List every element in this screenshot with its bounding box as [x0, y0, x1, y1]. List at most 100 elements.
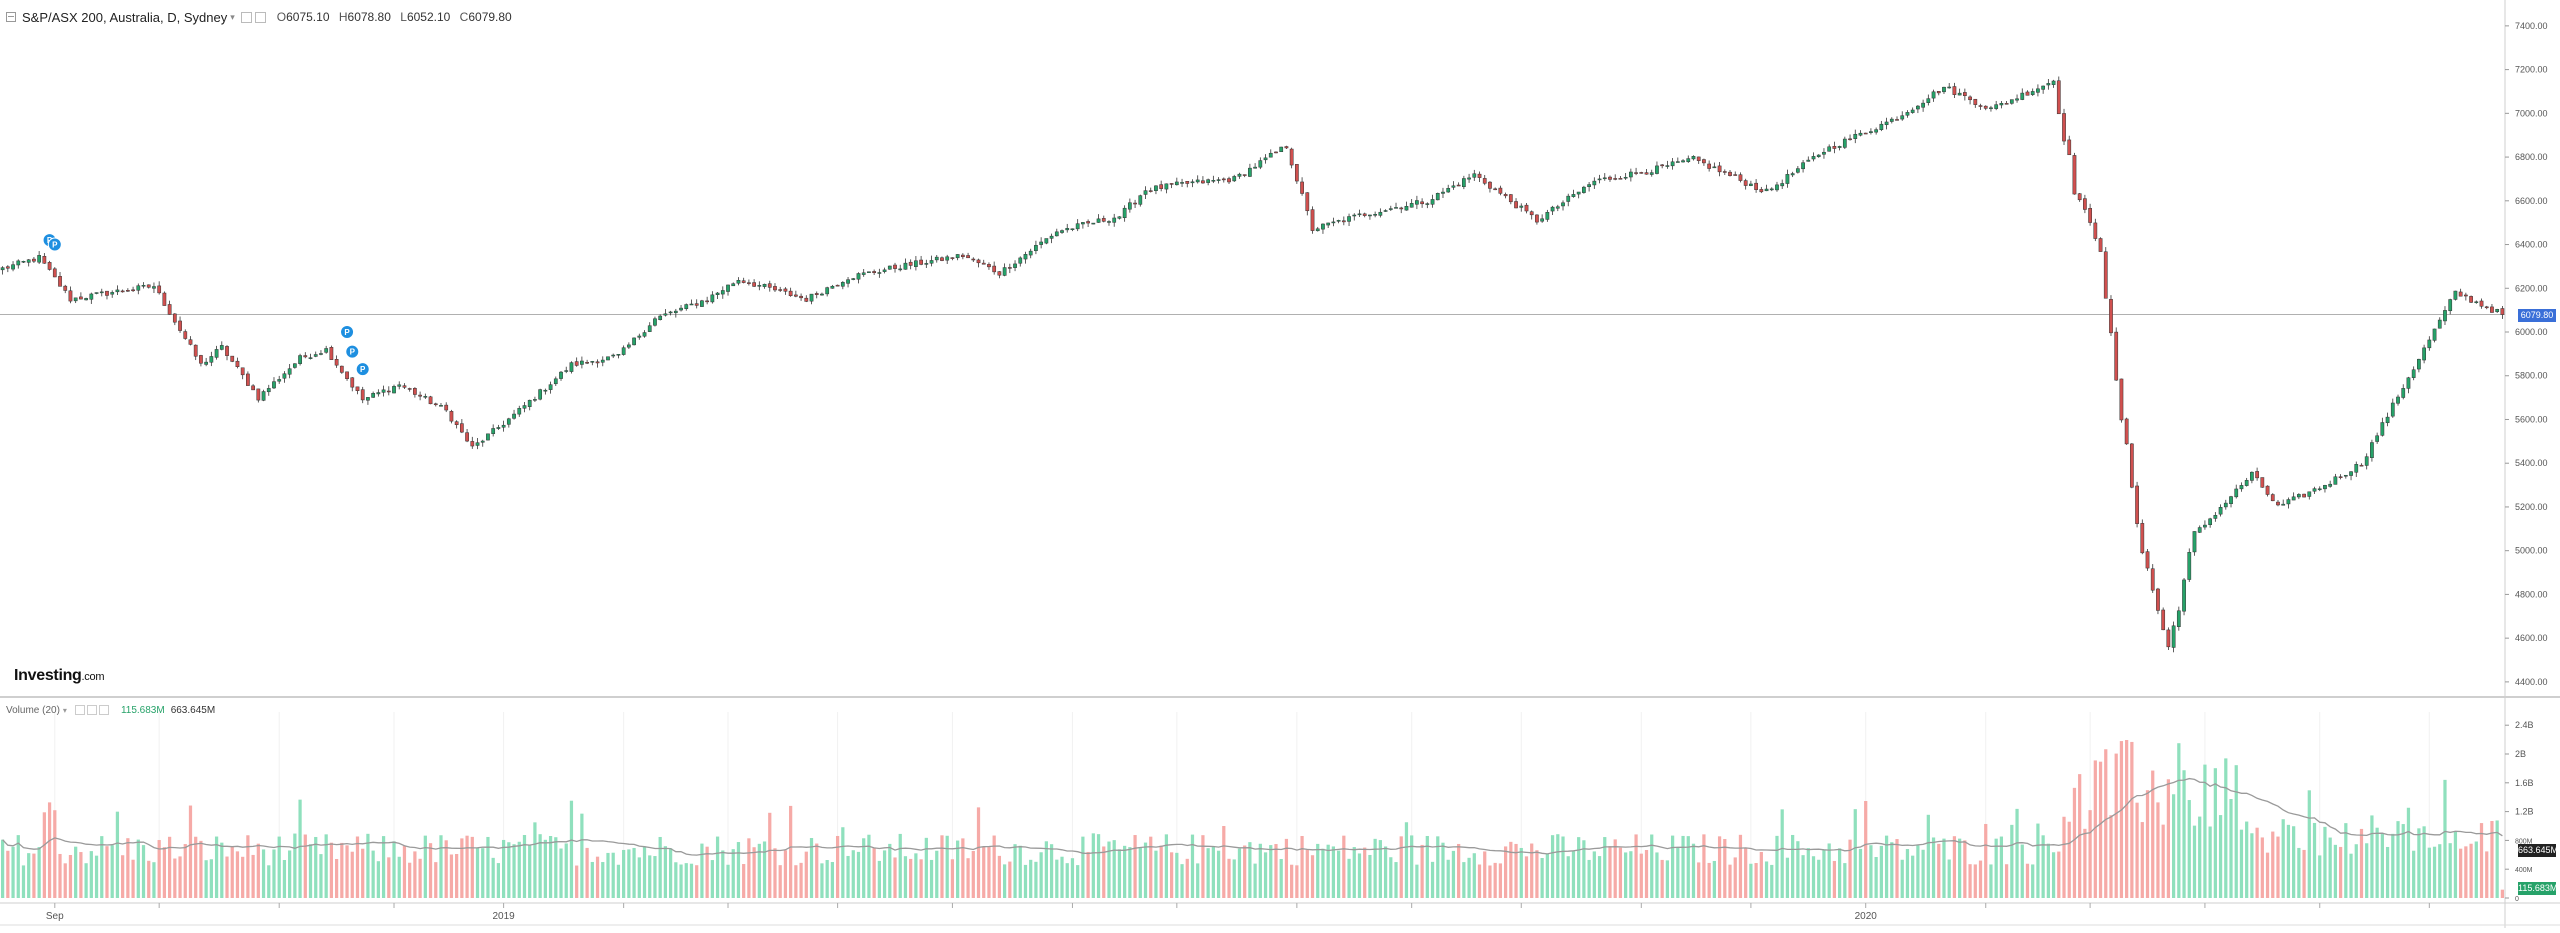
volume-bar [246, 835, 250, 898]
candle-body [2296, 494, 2301, 498]
candle-body [1060, 230, 1064, 233]
volume-bar [2177, 743, 2181, 898]
candle [1482, 174, 1487, 186]
candle [5, 265, 10, 273]
volume-bar [1263, 852, 1268, 898]
volume-bar [2062, 816, 2066, 898]
volume-bar [679, 864, 683, 898]
volume-bar [1159, 845, 1163, 898]
candle-body [548, 384, 553, 390]
candle [230, 355, 235, 363]
event-marker[interactable]: P [355, 362, 370, 377]
volume-legend-label[interactable]: Volume (20) [6, 704, 60, 716]
volume-bar [1284, 838, 1289, 898]
event-marker-circle [355, 362, 370, 377]
candle [2244, 477, 2249, 487]
candle [1947, 83, 1952, 89]
candle [1039, 237, 1044, 249]
volume-bar [1185, 858, 1189, 898]
candle-body [710, 294, 715, 303]
close-label: C [459, 10, 469, 24]
volume-bar [1133, 835, 1137, 898]
settings-icon[interactable] [74, 705, 85, 715]
candle [715, 291, 720, 300]
candle [1775, 181, 1779, 192]
candle [480, 439, 485, 447]
candle [454, 420, 459, 429]
volume-bar [1415, 864, 1419, 898]
high-label: H [338, 10, 348, 24]
settings-icon[interactable] [240, 11, 252, 23]
candle-body [167, 304, 172, 315]
close-icon[interactable] [98, 705, 109, 715]
candle [470, 436, 475, 449]
volume-tick-label: 400M [2515, 867, 2533, 874]
candle-body [1028, 250, 1033, 256]
candle [856, 272, 861, 284]
candle-body [914, 260, 918, 267]
volume-bar [1811, 856, 1816, 898]
collapse-icon[interactable] [6, 12, 16, 22]
candle-body [1545, 212, 1550, 220]
candle-body [73, 297, 78, 302]
candle [172, 313, 177, 326]
event-marker-label: P [360, 365, 366, 374]
candle [1373, 211, 1378, 218]
chevron-down-icon[interactable]: ▾ [230, 11, 235, 22]
candle-body [773, 286, 777, 291]
volume-bar [267, 865, 271, 898]
candle [1853, 129, 1858, 144]
symbol-legend: S&P/ASX 200, Australia, D, Sydney ▾ O607… [6, 8, 518, 26]
event-marker[interactable]: P [345, 344, 360, 359]
candle-body [2255, 471, 2259, 479]
volume-bar [413, 851, 417, 898]
candle-body [1227, 178, 1231, 183]
candle [1300, 177, 1304, 196]
candle [1357, 209, 1362, 217]
candle [496, 424, 501, 430]
symbol-title[interactable]: S&P/ASX 200, Australia, D, Sydney [22, 9, 228, 25]
candle [1503, 192, 1508, 199]
volume-bar [2198, 816, 2202, 898]
volume-bar [2479, 823, 2484, 898]
candle [2406, 376, 2411, 394]
volume-bar [1514, 843, 1518, 898]
volume-bar [2067, 821, 2071, 898]
candle-body [423, 396, 428, 398]
candle [1467, 173, 1471, 183]
candle-body [105, 290, 109, 296]
candle-body [360, 389, 365, 401]
candle [1044, 238, 1049, 245]
candle-body [2093, 222, 2098, 239]
candle [1712, 162, 1717, 169]
candle [2270, 493, 2275, 502]
volume-bar [877, 860, 881, 898]
candle-body [251, 385, 255, 391]
candle-body [2396, 396, 2400, 404]
candle [1305, 192, 1310, 216]
candle-body [2234, 488, 2239, 498]
volume-bar [2276, 836, 2280, 898]
candle-body [2401, 388, 2406, 398]
candle-body [1388, 208, 1393, 210]
volume-bar [194, 836, 198, 898]
volume-bar [329, 842, 334, 898]
volume-bar [1394, 862, 1398, 898]
candle [1921, 99, 1925, 112]
event-marker[interactable]: P [47, 237, 62, 252]
candle [308, 353, 313, 360]
candle [621, 345, 626, 356]
hide-icon[interactable] [254, 11, 266, 23]
candle-body [580, 360, 584, 365]
candle [2182, 578, 2186, 616]
candle-body [955, 254, 960, 259]
event-marker[interactable]: P [340, 325, 355, 340]
volume-bar [548, 836, 553, 898]
candle-body [183, 331, 188, 339]
chevron-down-icon[interactable]: ▾ [62, 705, 67, 715]
volume-bar [1503, 846, 1508, 898]
hide-icon[interactable] [86, 705, 97, 715]
volume-bar [0, 839, 5, 898]
close-value: 6079.80 [468, 10, 512, 24]
